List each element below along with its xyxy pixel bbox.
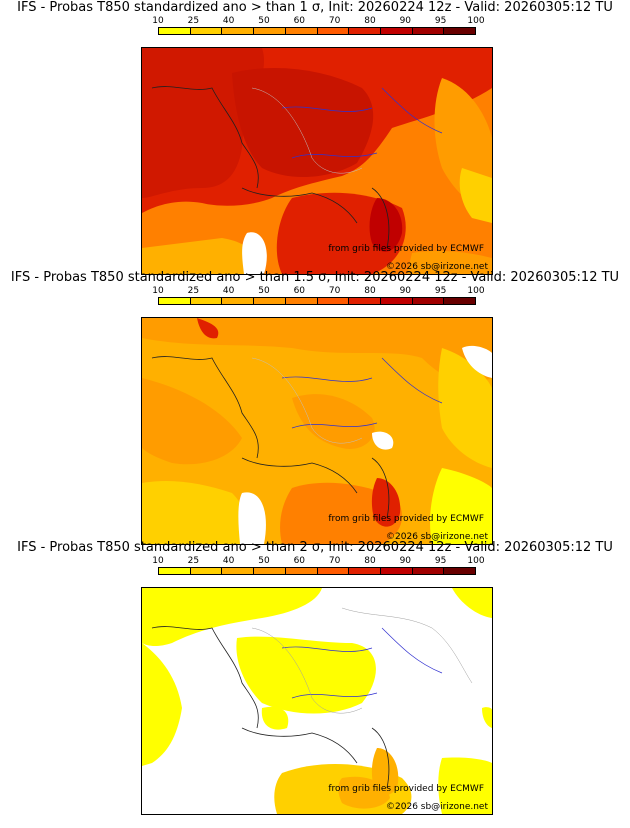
ecmwf-credit: from grib files provided by ECMWF [328,784,484,794]
map-panel-1: IFS - Probas T850 standardized ano > tha… [0,0,630,275]
colorbar-segment [317,28,350,34]
colorbar-label: 40 [222,16,235,26]
colorbar-segment [444,298,476,304]
colorbar-segment [412,298,445,304]
colorbar-segment [380,298,413,304]
colorbar [158,567,476,575]
colorbar-label: 50 [258,556,270,566]
copyright-credit: ©2026 sb@irizone.net [386,532,488,542]
colorbar-segment [349,28,381,34]
copyright-credit: ©2026 sb@irizone.net [386,802,488,812]
colorbar-label: 95 [434,286,447,296]
colorbar-segment [317,568,350,574]
colorbar-label: 70 [328,556,341,566]
colorbar-label: 10 [152,556,164,566]
probability-map-2: from grib files provided by ECMWF ©2026 … [141,317,493,545]
colorbar-labels: 10 25 40 50 60 70 80 90 95 100 [152,556,484,566]
colorbar-label: 50 [258,286,270,296]
colorbar-label: 25 [187,16,200,26]
colorbar-segment [444,28,476,34]
panel-title: IFS - Probas T850 standardized ano > tha… [17,0,613,15]
colorbar-label: 50 [258,16,270,26]
colorbar [158,27,476,35]
colorbar-labels: 10 25 40 50 60 70 80 90 95 100 [152,286,484,296]
colorbar-segment [349,568,381,574]
colorbar-label: 60 [293,556,306,566]
colorbar-label: 10 [152,286,164,296]
colorbar-label: 40 [222,286,235,296]
colorbar-label: 10 [152,16,164,26]
colorbar-segment [285,28,318,34]
colorbar-labels: 10 25 40 50 60 70 80 90 95 100 [152,16,484,26]
panel-title: IFS - Probas T850 standardized ano > tha… [17,540,613,555]
colorbar-segment [159,28,191,34]
probability-map-1: from grib files provided by ECMWF ©2026 … [141,47,493,275]
colorbar-segment [190,298,223,304]
colorbar-label: 60 [293,16,306,26]
colorbar [158,297,476,305]
colorbar-segment [412,28,445,34]
colorbar-label: 40 [222,556,235,566]
panel-title: IFS - Probas T850 standardized ano > tha… [10,270,620,285]
colorbar-segment [159,298,191,304]
map-field [142,588,492,814]
colorbar-label: 70 [328,286,341,296]
colorbar-label: 60 [293,286,306,296]
map-field [142,48,492,274]
colorbar-segment [285,298,318,304]
colorbar-label: 80 [364,286,376,296]
colorbar-segment [317,298,350,304]
colorbar-segment [190,568,223,574]
colorbar-label: 80 [364,556,376,566]
probability-map-3: from grib files provided by ECMWF ©2026 … [141,587,493,815]
colorbar-label: 90 [399,286,412,296]
colorbar-label: 90 [399,556,412,566]
colorbar-segment [285,568,318,574]
colorbar-label: 70 [328,16,341,26]
colorbar-segment [190,28,223,34]
ecmwf-credit: from grib files provided by ECMWF [328,514,484,524]
colorbar-segment [444,568,476,574]
colorbar-segment [222,568,255,574]
map-panel-2: IFS - Probas T850 standardized ano > tha… [0,270,630,545]
colorbar-segment [159,568,191,574]
map-field [142,318,492,544]
colorbar-label: 25 [187,556,200,566]
copyright-credit: ©2026 sb@irizone.net [386,262,488,272]
colorbar-label: 25 [187,286,200,296]
colorbar-label: 100 [467,16,485,26]
colorbar-segment [222,28,255,34]
colorbar-segment [349,298,381,304]
colorbar-segment [412,568,445,574]
map-panel-3: IFS - Probas T850 standardized ano > tha… [0,540,630,815]
colorbar-label: 80 [364,16,376,26]
colorbar-segment [254,568,286,574]
ecmwf-credit: from grib files provided by ECMWF [328,244,484,254]
colorbar-label: 100 [467,286,485,296]
colorbar-label: 95 [434,556,447,566]
colorbar-segment [380,568,413,574]
colorbar-label: 90 [399,16,412,26]
colorbar-label: 95 [434,16,447,26]
colorbar-segment [254,28,286,34]
colorbar-segment [222,298,255,304]
colorbar-label: 100 [467,556,485,566]
colorbar-segment [380,28,413,34]
colorbar-segment [254,298,286,304]
